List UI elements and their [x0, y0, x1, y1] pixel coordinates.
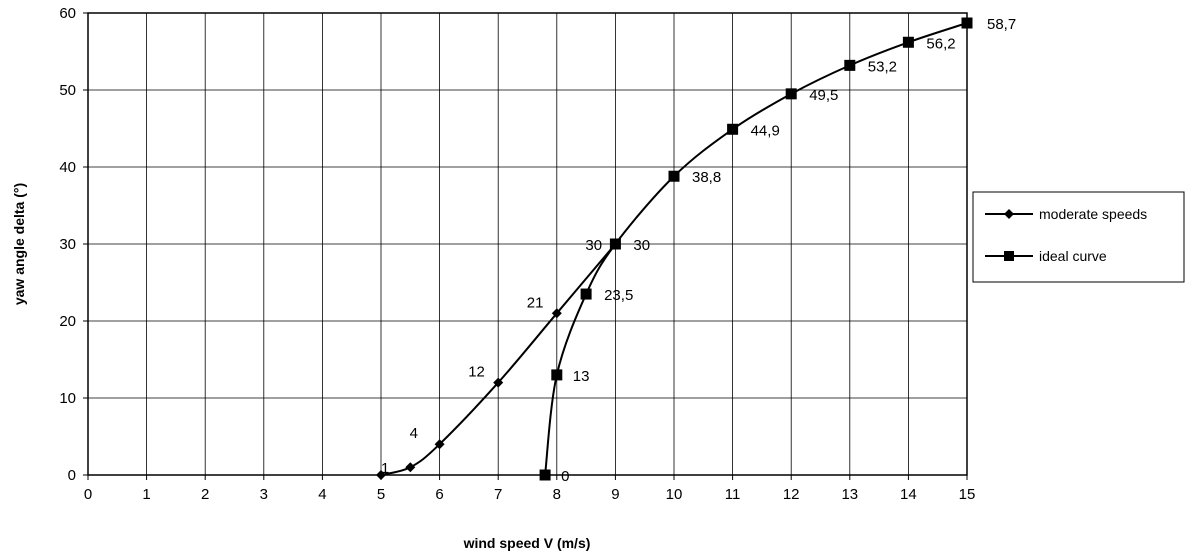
x-tick-label: 11 [725, 486, 741, 503]
data-point-diamond [434, 439, 445, 450]
y-tick-label: 30 [59, 236, 76, 253]
x-tick-label: 8 [553, 486, 561, 503]
legend: moderate speeds ideal curve [972, 191, 1185, 283]
y-tick-label: 10 [59, 390, 76, 407]
data-label: 30 [585, 237, 602, 254]
y-axis-title: yaw angle delta (°) [11, 183, 27, 305]
y-tick-label: 60 [59, 5, 76, 22]
data-point-square [609, 238, 621, 250]
x-tick-label: 2 [201, 486, 209, 503]
data-label: 58,7 [987, 16, 1016, 33]
x-tick-label: 14 [900, 486, 917, 503]
x-axis-title: wind speed V (m/s) [463, 535, 591, 551]
data-point-diamond [405, 462, 416, 473]
x-tick-label: 1 [142, 486, 150, 503]
data-point-square [844, 59, 856, 71]
y-tick-label: 0 [68, 467, 76, 484]
data-point-diamond [551, 308, 562, 319]
data-label: 49,5 [809, 87, 838, 104]
data-label: 56,2 [926, 35, 955, 52]
x-tick-label: 6 [435, 486, 443, 503]
data-point-square [785, 88, 797, 100]
data-point-square [961, 17, 973, 29]
data-label: 23,5 [604, 287, 633, 304]
y-tick-label: 50 [59, 82, 76, 99]
legend-label-moderate-speeds: moderate speeds [1039, 206, 1147, 222]
x-tick-label: 7 [494, 486, 502, 503]
data-point-square [727, 123, 739, 135]
data-label: 21 [527, 294, 544, 311]
data-point-square [551, 369, 563, 381]
y-tick-label: 20 [59, 313, 76, 330]
data-point-square [539, 469, 551, 481]
x-tick-label: 12 [783, 486, 800, 503]
data-label: 30 [633, 237, 650, 254]
data-label: 4 [410, 425, 418, 442]
series-layer [376, 17, 973, 481]
data-label: 12 [468, 364, 485, 381]
data-label: 1 [381, 460, 389, 477]
data-label: 53,2 [868, 58, 897, 75]
data-label: 13 [573, 368, 590, 385]
data-label: 0 [561, 468, 569, 485]
x-tick-label: 13 [841, 486, 858, 503]
data-point-diamond [493, 377, 504, 388]
legend-label-ideal-curve: ideal curve [1039, 248, 1107, 264]
data-point-square [668, 170, 680, 182]
x-tick-label: 0 [84, 486, 92, 503]
data-label: 44,9 [751, 122, 780, 139]
data-point-square [902, 36, 914, 48]
data-point-square [580, 288, 592, 300]
x-tick-label: 10 [666, 486, 683, 503]
x-tick-label: 15 [959, 486, 976, 503]
legend-marker-diamond [1004, 209, 1014, 219]
data-point-diamond [376, 470, 386, 480]
legend-box [972, 191, 1185, 283]
x-tick-label: 4 [318, 486, 326, 503]
x-tick-label: 5 [377, 486, 385, 503]
legend-marker-square [1004, 251, 1014, 261]
data-labels: 1 4 12 21 30 0 13 23,5 30 38,8 44,9 49,5 53,2 56,2 58,… [381, 16, 1016, 485]
data-label: 38,8 [692, 169, 721, 186]
series-line-ideal-curve [544, 22, 968, 476]
x-tick-label: 9 [611, 486, 619, 503]
grid [87, 12, 968, 476]
y-tick-label: 40 [59, 159, 76, 176]
x-tick-label: 3 [260, 486, 268, 503]
